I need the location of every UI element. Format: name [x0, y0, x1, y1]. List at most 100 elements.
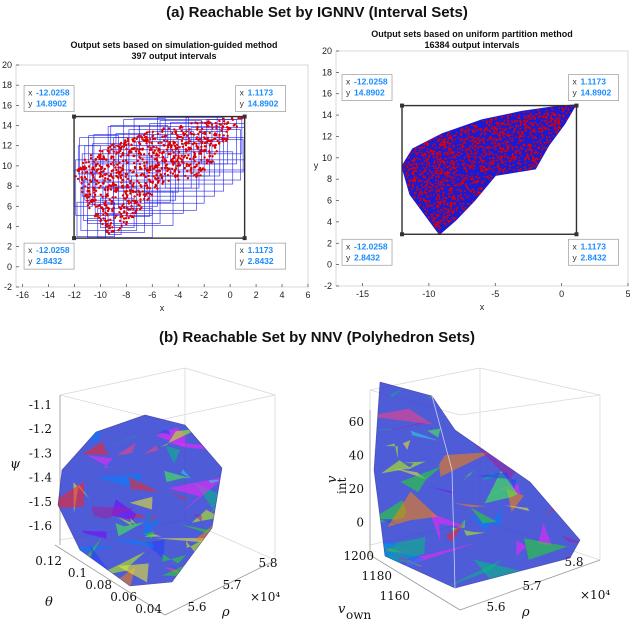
sample-point	[115, 151, 118, 154]
sample-point	[440, 154, 442, 156]
sample-point	[151, 180, 155, 184]
sample-point	[108, 198, 111, 201]
sample-point	[490, 118, 493, 121]
sample-point	[160, 141, 163, 144]
sample-point	[87, 165, 91, 168]
sample-point	[496, 138, 499, 141]
sample-point	[503, 129, 505, 132]
sample-point	[437, 205, 440, 208]
sample-point	[491, 133, 494, 135]
sample-point	[456, 206, 459, 209]
sample-point	[528, 115, 530, 118]
sample-point	[189, 163, 192, 166]
sample-point	[407, 174, 410, 176]
polyhedron-face	[427, 428, 441, 438]
sample-point	[490, 168, 493, 171]
sample-point	[111, 181, 115, 185]
sample-point	[129, 149, 132, 152]
datatip-x-value: 1.1173	[580, 77, 606, 87]
sample-point	[133, 166, 137, 170]
sample-point	[533, 115, 535, 117]
sample-point	[434, 146, 437, 149]
sample-point	[483, 155, 485, 158]
sample-point	[157, 180, 160, 183]
sample-point	[550, 115, 553, 118]
sample-point	[416, 189, 418, 191]
sample-point	[429, 186, 431, 189]
sample-point	[172, 142, 175, 145]
datatip-x-value: -12.0258	[36, 245, 70, 255]
sample-point	[539, 156, 542, 158]
z-tick-label: 60	[349, 415, 364, 429]
sample-point	[163, 172, 167, 176]
sample-point	[127, 200, 130, 203]
sample-point	[426, 179, 429, 182]
sample-point	[458, 173, 461, 176]
sample-point	[499, 167, 502, 170]
sample-point	[97, 216, 101, 219]
sample-point	[511, 121, 514, 123]
sample-point	[504, 160, 507, 163]
sample-point	[106, 149, 109, 152]
sample-point	[188, 164, 191, 168]
sample-point	[143, 161, 146, 164]
sample-point	[457, 195, 460, 197]
sample-point	[87, 160, 91, 164]
sample-point	[533, 130, 536, 133]
sample-point	[481, 132, 483, 135]
sample-point	[437, 228, 440, 231]
sample-point	[435, 172, 437, 175]
sample-point	[448, 211, 451, 214]
sample-point	[409, 152, 412, 154]
sample-point	[405, 171, 408, 174]
sample-point	[107, 152, 111, 155]
polyhedron-face	[514, 442, 547, 455]
sample-point	[452, 182, 454, 185]
sample-point	[427, 151, 430, 154]
sample-point	[120, 145, 124, 148]
sample-point	[197, 138, 200, 142]
sample-point	[534, 118, 536, 121]
sample-point	[424, 153, 427, 156]
sample-point	[406, 176, 409, 179]
sample-point	[473, 145, 476, 148]
sample-point	[161, 175, 164, 179]
sample-point	[474, 125, 476, 128]
sample-point	[518, 159, 521, 162]
sample-point	[147, 171, 151, 174]
sample-point	[504, 142, 507, 145]
sample-point	[476, 147, 479, 150]
sample-point	[148, 179, 151, 183]
sample-point	[459, 147, 462, 150]
sample-point	[471, 139, 474, 141]
sample-point	[451, 150, 453, 152]
sample-point	[441, 183, 444, 186]
interval-box	[100, 197, 135, 228]
sample-point	[544, 147, 546, 150]
sample-point	[403, 163, 405, 166]
sample-point	[189, 167, 193, 170]
sample-point	[493, 157, 495, 159]
sample-point	[511, 125, 513, 128]
sample-point	[525, 150, 527, 153]
sample-point	[532, 155, 534, 158]
sample-point	[124, 143, 128, 147]
sample-point	[513, 121, 516, 123]
sample-point	[117, 166, 120, 169]
z-tick-label: -1.4	[29, 471, 53, 485]
sample-point	[163, 144, 166, 147]
sample-point	[74, 175, 77, 178]
y-tick-label: -2	[4, 282, 12, 292]
sample-point	[411, 159, 413, 162]
sample-point	[148, 141, 151, 144]
sample-point	[450, 210, 453, 213]
sample-point	[439, 156, 442, 159]
sample-point	[488, 123, 491, 126]
sample-point	[501, 127, 504, 130]
sample-point	[436, 140, 439, 142]
sample-point	[511, 139, 514, 142]
sample-point	[486, 146, 489, 149]
sample-point	[541, 136, 544, 139]
sample-point	[473, 165, 476, 168]
